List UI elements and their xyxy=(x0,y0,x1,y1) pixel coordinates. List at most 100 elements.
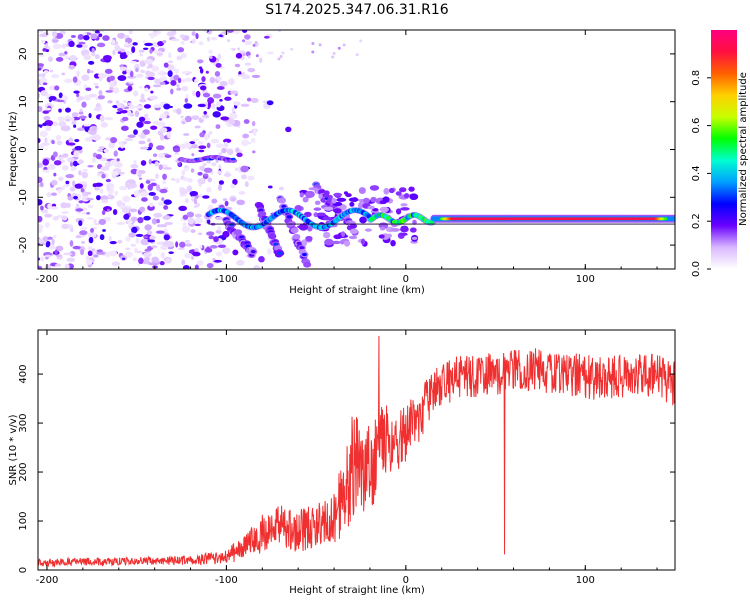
noise-speckle xyxy=(44,254,52,258)
noise-speckle xyxy=(215,229,222,234)
noise-speckle xyxy=(159,260,165,266)
noise-speckle xyxy=(49,69,54,73)
noise-speckle xyxy=(128,104,135,109)
noise-speckle xyxy=(120,52,128,59)
band-clutter xyxy=(318,193,323,199)
noise-speckle xyxy=(193,197,198,205)
noise-speckle xyxy=(136,73,144,78)
noise-speckle xyxy=(154,78,161,84)
noise-speckle xyxy=(58,121,67,127)
noise-speckle xyxy=(146,230,153,235)
band-clutter xyxy=(378,234,385,239)
noise-speckle xyxy=(143,120,152,125)
noise-speckle xyxy=(217,170,222,175)
noise-speckle xyxy=(151,65,160,72)
noise-speckle xyxy=(162,173,167,180)
noise-speckle xyxy=(140,132,145,138)
noise-speckle xyxy=(117,239,123,244)
noise-speckle xyxy=(167,70,173,78)
noise-speckle xyxy=(69,240,74,247)
noise-speckle xyxy=(140,160,147,166)
noise-speckle xyxy=(243,119,250,124)
noise-speckle xyxy=(180,52,187,59)
noise-speckle xyxy=(132,42,138,46)
noise-speckle xyxy=(126,179,136,184)
noise-speckle xyxy=(80,187,85,193)
noise-speckle xyxy=(252,150,256,154)
noise-speckle xyxy=(139,183,144,189)
noise-speckle xyxy=(161,72,168,75)
noise-speckle xyxy=(111,39,116,45)
noise-speckle xyxy=(55,134,62,141)
noise-speckle xyxy=(38,265,43,269)
noise-speckle xyxy=(72,245,81,250)
noise-speckle xyxy=(238,190,246,195)
noise-speckle xyxy=(112,209,118,216)
noise-speckle xyxy=(182,265,190,269)
noise-speckle xyxy=(57,188,62,194)
noise-speckle xyxy=(190,143,198,149)
noise-speckle xyxy=(69,55,77,62)
noise-speckle xyxy=(83,124,91,127)
noise-speckle xyxy=(67,142,76,146)
noise-speckle xyxy=(90,33,98,40)
noise-speckle xyxy=(130,216,138,222)
noise-speckle xyxy=(212,93,222,99)
noise-speckle xyxy=(210,138,220,144)
band-clutter xyxy=(370,196,377,203)
noise-speckle xyxy=(38,239,45,244)
noise-speckle xyxy=(185,198,189,204)
band-clutter xyxy=(349,228,359,234)
noise-speckle xyxy=(74,138,80,143)
noise-speckle xyxy=(197,232,203,236)
noise-speckle xyxy=(114,44,121,52)
spectrogram-y-tick-label: -20 xyxy=(18,237,29,253)
noise-speckle xyxy=(285,126,292,133)
noise-speckle xyxy=(95,103,101,108)
noise-speckle xyxy=(187,217,195,225)
band-clutter xyxy=(395,208,402,215)
noise-speckle xyxy=(62,153,69,158)
noise-speckle xyxy=(211,198,218,204)
noise-speckle xyxy=(250,97,259,104)
snr-x-tick-label: -200 xyxy=(36,575,59,586)
noise-speckle xyxy=(178,205,187,212)
noise-speckle xyxy=(94,222,100,226)
noise-speckle xyxy=(218,180,225,185)
noise-speckle xyxy=(140,191,149,197)
noise-speckle xyxy=(164,154,172,158)
noise-speckle xyxy=(266,248,272,255)
noise-speckle xyxy=(278,186,284,191)
noise-speckle xyxy=(41,142,50,146)
noise-speckle xyxy=(150,125,158,130)
snr-series-line xyxy=(38,335,675,568)
noise-speckle xyxy=(97,72,107,79)
noise-speckle xyxy=(170,177,176,181)
noise-speckle xyxy=(136,121,144,128)
noise-speckle xyxy=(52,151,58,158)
noise-speckle xyxy=(218,164,222,170)
noise-speckle xyxy=(177,47,185,53)
noise-speckle xyxy=(45,240,51,247)
noise-speckle xyxy=(122,195,131,203)
noise-speckle xyxy=(39,130,48,138)
noise-speckle xyxy=(242,30,248,33)
noise-speckle xyxy=(38,257,41,261)
noise-speckle xyxy=(146,71,155,77)
noise-speckle xyxy=(194,125,201,129)
noise-speckle xyxy=(211,103,216,110)
noise-speckle xyxy=(202,92,211,98)
noise-speckle xyxy=(104,117,113,121)
noise-speckle xyxy=(201,116,206,120)
noise-speckle xyxy=(217,244,227,248)
noise-speckle xyxy=(189,190,199,197)
noise-speckle xyxy=(162,39,167,44)
noise-speckle xyxy=(230,90,238,95)
noise-speckle xyxy=(38,105,43,112)
noise-speckle xyxy=(164,222,174,225)
noise-speckle xyxy=(190,168,195,173)
noise-speckle xyxy=(63,184,72,187)
noise-speckle xyxy=(84,137,93,142)
noise-speckle xyxy=(124,251,134,258)
noise-speckle xyxy=(110,136,118,144)
